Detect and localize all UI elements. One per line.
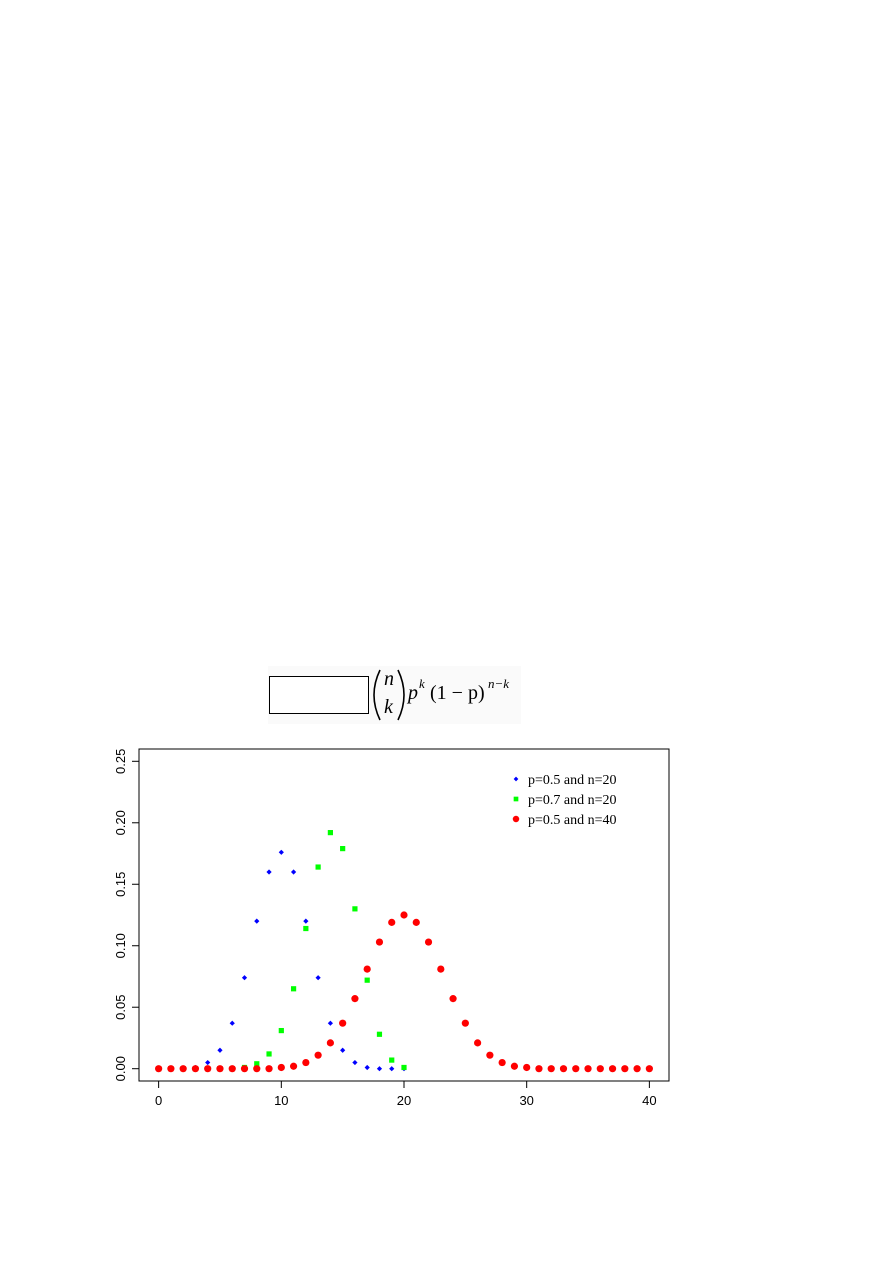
binomial-parens [373,669,405,721]
x-tick-label: 40 [642,1093,656,1108]
x-tick-label: 0 [155,1093,162,1108]
point [498,1058,506,1067]
legend-label: p=0.5 and n=20 [528,773,617,788]
x-tick-label: 20 [397,1093,411,1108]
y-tick-label: 0.10 [113,933,128,958]
point [364,977,370,983]
point [314,1051,322,1059]
point [389,1066,395,1072]
point [437,965,445,973]
point [633,1065,641,1073]
point [608,1065,617,1073]
point [352,906,358,912]
binom-top: n [384,668,394,690]
point [315,975,321,981]
legend-label: p=0.5 and n=40 [528,813,617,828]
legend-marker [513,796,519,802]
y-tick-label: 0.05 [113,995,128,1020]
point [253,1065,261,1073]
point [340,846,346,852]
x-tick-label: 30 [519,1093,533,1108]
point [204,1065,212,1073]
point [179,1065,187,1073]
point [401,1064,407,1071]
point [303,918,309,924]
point [375,938,384,946]
point [535,1065,543,1073]
y-tick-label: 0.00 [113,1056,128,1081]
point [205,1059,211,1066]
point [339,1019,347,1027]
point [266,1051,272,1057]
point [645,1065,653,1073]
point [547,1065,555,1073]
factor: (1 − p) [430,682,485,704]
blank-box [269,676,369,714]
point [155,1065,163,1073]
formula: n k p k (1 − p) n−k [268,666,521,724]
point [278,1027,284,1034]
point [228,1065,236,1073]
point [340,1047,346,1053]
point [449,995,457,1003]
point [559,1065,568,1073]
point [327,830,333,836]
point [289,1062,298,1070]
point [351,995,359,1003]
binom-bottom: k [384,696,393,718]
point [167,1065,175,1073]
point [254,1061,260,1067]
point [315,864,321,870]
point [266,869,272,875]
point [240,1065,249,1073]
point [510,1062,519,1070]
point [302,1058,310,1067]
point [424,938,433,946]
point [412,918,420,926]
point [327,1020,333,1026]
point [290,986,297,992]
point [376,1066,383,1072]
exponent: k [419,676,425,691]
point [584,1065,592,1073]
point [352,1059,358,1066]
point [474,1039,482,1047]
point [621,1065,629,1073]
legend-marker [513,776,519,782]
point [278,849,284,855]
point [326,1039,334,1047]
point [229,1020,235,1026]
point [376,1031,383,1037]
point [364,1064,370,1071]
point [388,918,396,926]
y-tick-label: 0.15 [113,872,128,897]
point [400,911,408,919]
legend-label: p=0.7 and n=20 [528,793,617,808]
point [596,1065,604,1073]
point [363,965,371,973]
x-tick-label: 10 [274,1093,288,1108]
point [303,925,309,932]
point [265,1065,273,1073]
point [486,1051,494,1059]
exponent: n−k [488,676,510,691]
y-tick-label: 0.25 [113,749,128,774]
point [191,1065,200,1073]
base: p [408,682,418,704]
point [389,1057,395,1063]
point [290,869,297,875]
point [572,1065,580,1073]
point [277,1063,285,1072]
y-tick-label: 0.20 [113,810,128,835]
point [217,1047,223,1053]
point [461,1019,469,1027]
point [216,1065,224,1073]
point [241,975,248,981]
point [254,918,260,924]
point [523,1063,531,1072]
legend-marker [512,815,520,823]
